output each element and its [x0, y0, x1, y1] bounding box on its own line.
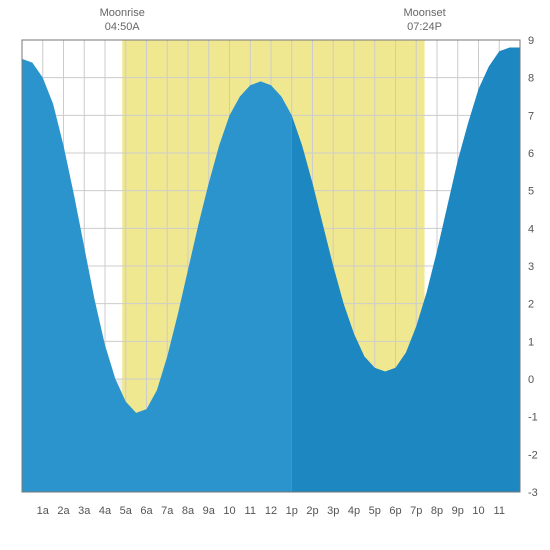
y-tick-label: 8: [528, 73, 534, 85]
y-tick-label: 0: [528, 374, 534, 386]
x-tick-label: 11: [245, 505, 256, 517]
x-tick-label: 9p: [452, 505, 464, 517]
y-tick-label: 2: [528, 299, 534, 311]
x-tick-label: 1a: [37, 505, 50, 517]
y-tick-label: 5: [528, 186, 534, 198]
x-tick-label: 11: [494, 505, 505, 517]
x-tick-label: 5p: [369, 505, 381, 517]
annotation-label: Moonset: [403, 7, 445, 19]
x-tick-label: 3a: [78, 505, 91, 517]
y-tick-label: 9: [528, 35, 534, 47]
x-tick-label: 3p: [327, 505, 339, 517]
y-tick-label: 6: [528, 148, 534, 160]
y-tick-label: 3: [528, 261, 534, 273]
x-tick-label: 7p: [410, 505, 422, 517]
x-tick-label: 4a: [99, 505, 112, 517]
x-tick-label: 10: [472, 505, 484, 517]
annotation-time: 07:24P: [407, 21, 442, 33]
y-tick-label: -1: [528, 412, 538, 424]
annotation-time: 04:50A: [105, 21, 141, 33]
x-tick-label: 2p: [306, 505, 318, 517]
x-tick-label: 8a: [182, 505, 195, 517]
tide-chart: 1a2a3a4a5a6a7a8a9a1011121p2p3p4p5p6p7p8p…: [0, 0, 550, 550]
x-tick-label: 6p: [389, 505, 401, 517]
x-tick-label: 1p: [286, 505, 298, 517]
x-tick-label: 2a: [57, 505, 70, 517]
x-tick-label: 4p: [348, 505, 360, 517]
x-tick-label: 6a: [140, 505, 153, 517]
x-tick-label: 10: [223, 505, 235, 517]
y-tick-label: 1: [528, 336, 534, 348]
x-tick-label: 7a: [161, 505, 174, 517]
annotation-label: Moonrise: [100, 7, 145, 19]
x-tick-label: 5a: [120, 505, 133, 517]
x-tick-label: 9a: [203, 505, 216, 517]
y-tick-label: 4: [528, 223, 534, 235]
chart-svg: 1a2a3a4a5a6a7a8a9a1011121p2p3p4p5p6p7p8p…: [0, 0, 550, 550]
x-tick-label: 12: [265, 505, 277, 517]
y-tick-label: -2: [528, 449, 538, 461]
y-tick-label: 7: [528, 110, 534, 122]
x-tick-label: 8p: [431, 505, 443, 517]
y-tick-label: -3: [528, 487, 538, 499]
